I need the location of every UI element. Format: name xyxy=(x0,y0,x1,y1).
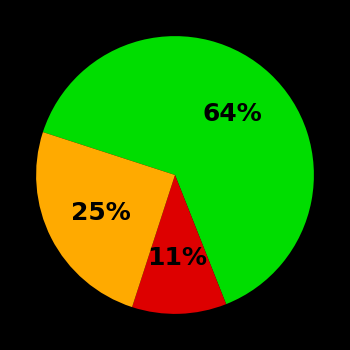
Wedge shape xyxy=(36,132,175,307)
Text: 11%: 11% xyxy=(148,246,208,270)
Text: 25%: 25% xyxy=(71,201,131,225)
Wedge shape xyxy=(43,36,314,304)
Text: 64%: 64% xyxy=(202,102,262,126)
Wedge shape xyxy=(132,175,226,314)
